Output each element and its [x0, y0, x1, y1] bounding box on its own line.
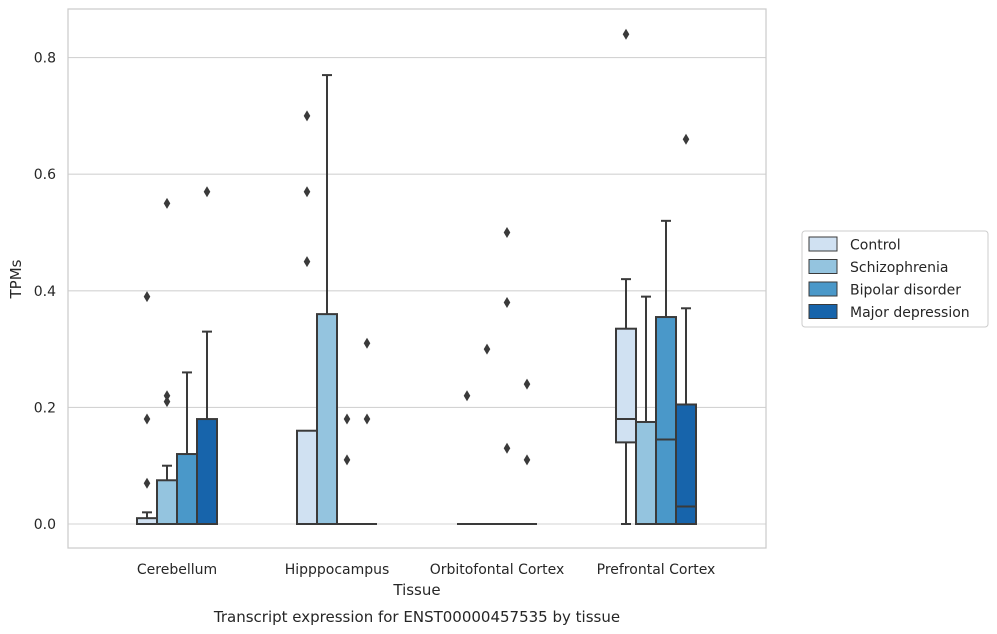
outlier-point — [303, 110, 311, 122]
legend-frame — [801, 230, 989, 328]
x-tick-label: Prefrontal Cortex — [597, 562, 716, 578]
box-iqr — [156, 479, 178, 525]
box-iqr — [675, 403, 697, 525]
outlier-point — [523, 454, 531, 466]
box-control — [615, 28, 637, 525]
outlier-point — [463, 390, 471, 402]
y-axis-ticks: 0.0 0.2 0.4 0.6 0.8 — [34, 51, 56, 533]
box-iqr — [316, 313, 338, 525]
y-tick-label: 0.0 — [34, 517, 56, 533]
outlier-point — [363, 337, 371, 349]
y-tick-label: 0.2 — [34, 400, 56, 416]
outlier-point — [523, 378, 531, 390]
outlier-point — [203, 186, 211, 198]
legend-swatch — [808, 236, 838, 252]
box-major-depression — [196, 186, 218, 525]
box-iqr — [296, 429, 318, 525]
box-schizophrenia — [477, 343, 497, 525]
y-tick-label: 0.8 — [34, 51, 56, 67]
outlier-point — [622, 28, 630, 40]
y-axis-label: TPMs — [7, 259, 25, 299]
outlier-point — [143, 291, 151, 303]
y-tick-label: 0.4 — [34, 284, 56, 300]
box-major-depression — [517, 378, 537, 525]
outlier-point — [503, 296, 511, 308]
outlier-point — [143, 413, 151, 425]
legend-swatch — [808, 281, 838, 297]
outlier-point — [163, 390, 171, 402]
x-tick-label: Orbitofontal Cortex — [430, 562, 565, 578]
legend-label: Schizophrenia — [850, 260, 948, 276]
legend-swatch — [808, 304, 838, 319]
outlier-point — [363, 413, 371, 425]
box-bipolar-disorder — [655, 219, 677, 525]
x-tick-label: Cerebellum — [137, 562, 217, 578]
box-iqr — [176, 453, 198, 526]
box-iqr — [196, 418, 218, 525]
box-iqr — [655, 316, 677, 525]
outlier-point — [343, 413, 351, 425]
outlier-point — [163, 396, 171, 408]
box-major-depression — [357, 337, 377, 525]
legend: Control Schizophrenia Bipolar disorder Majo… — [801, 230, 989, 328]
box-schizophrenia — [316, 74, 338, 525]
box-control — [457, 390, 477, 525]
outlier-point — [163, 197, 171, 209]
outlier-point — [303, 186, 311, 198]
box-layer — [136, 28, 697, 526]
box-iqr — [635, 420, 657, 526]
box-schizophrenia — [156, 197, 178, 525]
box-schizophrenia — [635, 295, 657, 526]
outlier-point — [483, 343, 491, 355]
outlier-point — [503, 442, 511, 454]
legend-label: Control — [850, 238, 901, 254]
x-axis-ticks: Cerebellum Hipppocampus Orbitofontal Corte… — [137, 562, 715, 578]
outlier-point — [343, 454, 351, 466]
x-axis-label: Tissue — [392, 581, 440, 599]
legend-label: Bipolar disorder — [850, 283, 961, 299]
outlier-point — [303, 256, 311, 268]
outlier-point — [143, 477, 151, 489]
y-tick-label: 0.6 — [34, 167, 56, 183]
box-iqr — [615, 327, 637, 444]
box-bipolar-disorder — [497, 227, 517, 525]
legend-swatch — [808, 259, 838, 274]
plot-area-frame — [67, 8, 767, 549]
box-bipolar-disorder — [337, 413, 357, 525]
box-control — [136, 291, 158, 525]
x-tick-label: Hipppocampus — [285, 562, 390, 578]
box-major-depression — [675, 133, 697, 525]
legend-label: Major depression — [850, 305, 970, 321]
box-control — [296, 110, 318, 525]
outlier-point — [503, 227, 511, 238]
chart-caption: Transcript expression for ENST0000045753… — [213, 608, 620, 626]
outlier-point — [682, 133, 690, 145]
